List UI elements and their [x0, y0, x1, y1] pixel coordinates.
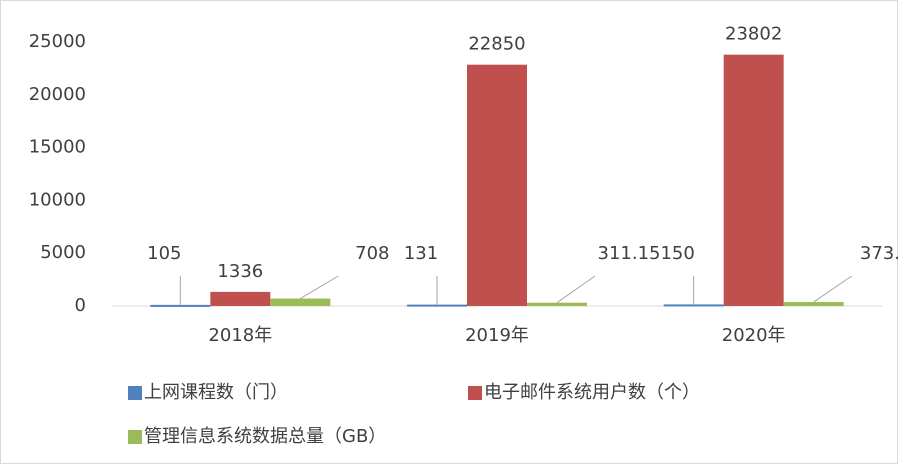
- y-tick-label: 0: [75, 295, 86, 316]
- x-tick-label: 2019年: [465, 325, 529, 346]
- y-tick-label: 15000: [29, 137, 86, 158]
- leader-line: [556, 275, 596, 304]
- leader-line: [813, 275, 852, 303]
- bar: [210, 291, 271, 306]
- y-tick-label: 5000: [40, 242, 86, 263]
- data-label: 708: [355, 243, 389, 264]
- data-label: 311.15: [598, 243, 661, 264]
- x-tick-label: 2020年: [722, 325, 786, 346]
- data-label: 105: [147, 243, 181, 264]
- bar: [783, 302, 844, 306]
- data-label: 22850: [468, 34, 525, 55]
- data-label: 150: [660, 243, 694, 264]
- bar: [407, 304, 467, 307]
- data-label: 131: [404, 243, 438, 264]
- y-tick-label: 20000: [29, 84, 86, 105]
- data-label: 23802: [725, 24, 782, 45]
- bar: [270, 298, 331, 306]
- legend-swatch: [468, 386, 482, 400]
- x-tick-label: 2018年: [208, 325, 272, 346]
- legend-label: 电子邮件系统用户数（个）: [484, 382, 700, 403]
- legend-label: 管理信息系统数据总量（GB）: [144, 426, 386, 447]
- bar: [527, 302, 587, 306]
- legend-swatch: [128, 430, 142, 444]
- leader-line: [300, 275, 339, 299]
- y-tick-label: 25000: [29, 31, 86, 52]
- legend-swatch: [128, 386, 142, 400]
- data-label: 1336: [217, 261, 263, 282]
- y-tick-label: 10000: [29, 189, 86, 210]
- bar: [663, 304, 724, 307]
- legend-label: 上网课程数（门）: [144, 382, 288, 403]
- data-label: 373.5: [860, 243, 899, 264]
- bar: [723, 54, 784, 306]
- bar: [150, 304, 211, 307]
- bar: [467, 64, 527, 306]
